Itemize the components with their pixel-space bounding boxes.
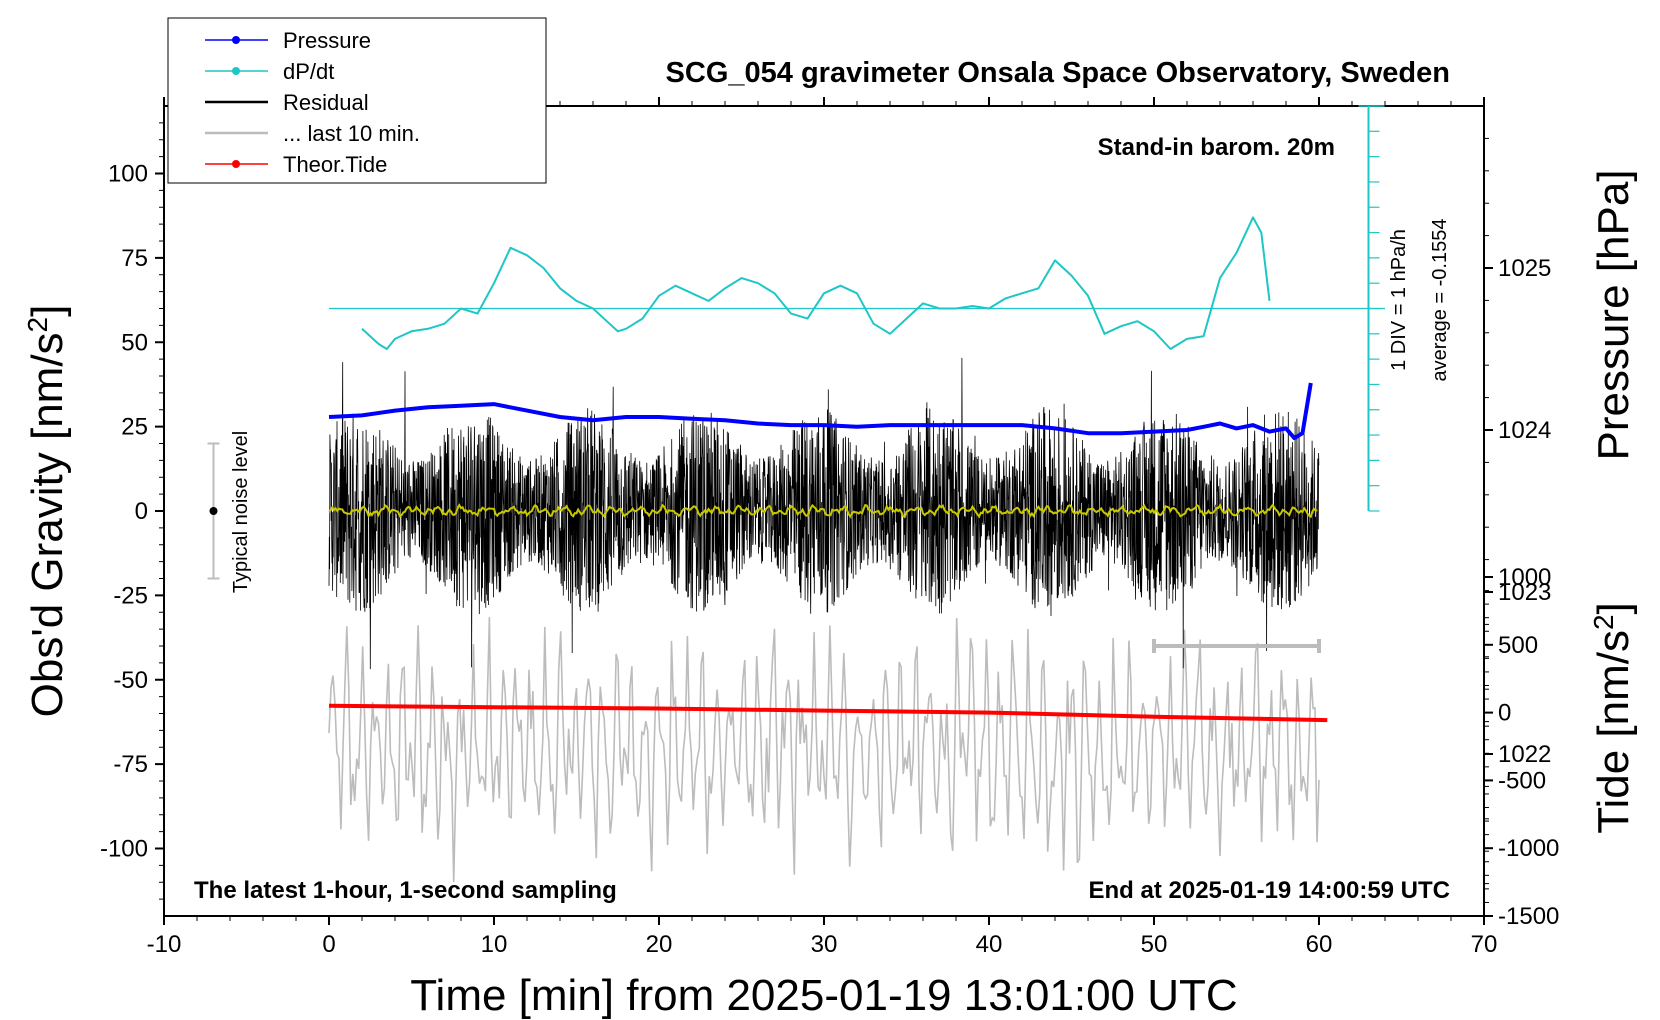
y-axis-title-tide: Tide [nm/s2] — [1588, 602, 1639, 834]
residual-series — [328, 357, 1320, 670]
legend-label: dP/dt — [283, 59, 334, 84]
average-note: average = -0.1554 — [1429, 219, 1451, 382]
legend-items: Pressure dP/dt Residual ... last 10 min. The… — [205, 28, 420, 177]
y-tick-label: -100 — [100, 836, 148, 863]
y-tick-label: 0 — [135, 498, 148, 525]
noise-level-label: Typical noise level — [230, 431, 252, 593]
y-axis-title-pressure: Pressure [hPa] — [1589, 169, 1638, 460]
legend-box — [167, 17, 547, 184]
x-tick-labels: -10 0 10 20 30 40 50 60 70 — [147, 931, 1498, 958]
x-tick-label: 50 — [1141, 931, 1168, 958]
y-tick-label: 75 — [121, 245, 148, 272]
last-10-min-series — [328, 617, 1320, 883]
dpdt-series — [361, 216, 1271, 350]
x-tick-label: 20 — [646, 931, 673, 958]
x-tick-label: 0 — [322, 931, 335, 958]
tide-tick-label: 0 — [1498, 700, 1511, 727]
tide-tick-label: 500 — [1498, 632, 1538, 659]
tide-tick-label: -1000 — [1498, 835, 1559, 862]
x-axis-title: Time [min] from 2025-01-19 13:01:00 UTC — [410, 971, 1237, 1020]
pressure-line — [328, 382, 1313, 441]
sampling-note: The latest 1-hour, 1-second sampling — [194, 877, 617, 904]
tide-line — [328, 703, 1328, 723]
last-10-min-line — [328, 617, 1320, 883]
x-tick-label: 10 — [481, 931, 508, 958]
div-note: 1 DIV = 1 hPa/h — [1388, 229, 1410, 371]
tide-tick-labels: 1000 500 0 -500 -1000 -1500 — [1498, 564, 1559, 930]
dpdt-axis — [329, 105, 1385, 512]
legend-marker — [232, 160, 240, 168]
tide-tick-label: -500 — [1498, 767, 1546, 794]
legend-label: ... last 10 min. — [283, 121, 420, 146]
tide-tick-label: 1000 — [1498, 564, 1551, 591]
pressure-series — [328, 382, 1313, 441]
residual-line — [328, 357, 1320, 670]
legend-label: Pressure — [283, 28, 371, 53]
x-tick-label: -10 — [147, 931, 182, 958]
legend: Pressure dP/dt Residual ... last 10 min. The… — [167, 17, 547, 184]
tide-tick-label: -1500 — [1498, 903, 1559, 930]
legend-marker — [232, 36, 240, 44]
legend-label: Theor.Tide — [283, 152, 387, 177]
end-time-note: End at 2025-01-19 14:00:59 UTC — [1089, 877, 1451, 904]
legend-label: Residual — [283, 90, 369, 115]
tide-series — [328, 703, 1328, 723]
pressure-tick-label: 1024 — [1498, 417, 1551, 444]
y-tick-labels-left: 100 75 50 25 0 -25 -50 -75 -100 — [100, 161, 148, 863]
pressure-tick-label: 1025 — [1498, 255, 1551, 282]
y-axis-title-left: Obs'd Gravity [nm/s2] — [22, 305, 73, 718]
smoothed-residual-series — [328, 503, 1318, 519]
pressure-tick-label: 1023 — [1498, 579, 1551, 606]
smoothed-residual-line — [328, 503, 1318, 519]
x-tick-label: 30 — [811, 931, 838, 958]
dpdt-line — [361, 216, 1271, 350]
y-tick-label: 100 — [108, 161, 148, 188]
annotations-graphics — [207, 442, 1321, 653]
x-tick-label: 40 — [976, 931, 1003, 958]
legend-marker — [232, 67, 240, 75]
y-tick-label: -75 — [113, 751, 148, 778]
barometer-note: Stand-in barom. 20m — [1098, 134, 1335, 161]
y-tick-label: 50 — [121, 329, 148, 356]
y-tick-label: 25 — [121, 414, 148, 441]
noise-bar-dot — [209, 507, 218, 515]
y-tick-label: -50 — [113, 667, 148, 694]
x-tick-label: 60 — [1306, 931, 1333, 958]
chart-title: SCG_054 gravimeter Onsala Space Observat… — [666, 57, 1450, 89]
x-tick-label: 70 — [1471, 931, 1498, 958]
pressure-tick-label: 1022 — [1498, 741, 1551, 768]
pressure-tick-labels: 1025 1024 1023 1022 — [1498, 255, 1551, 768]
y-tick-label: -25 — [113, 582, 148, 609]
